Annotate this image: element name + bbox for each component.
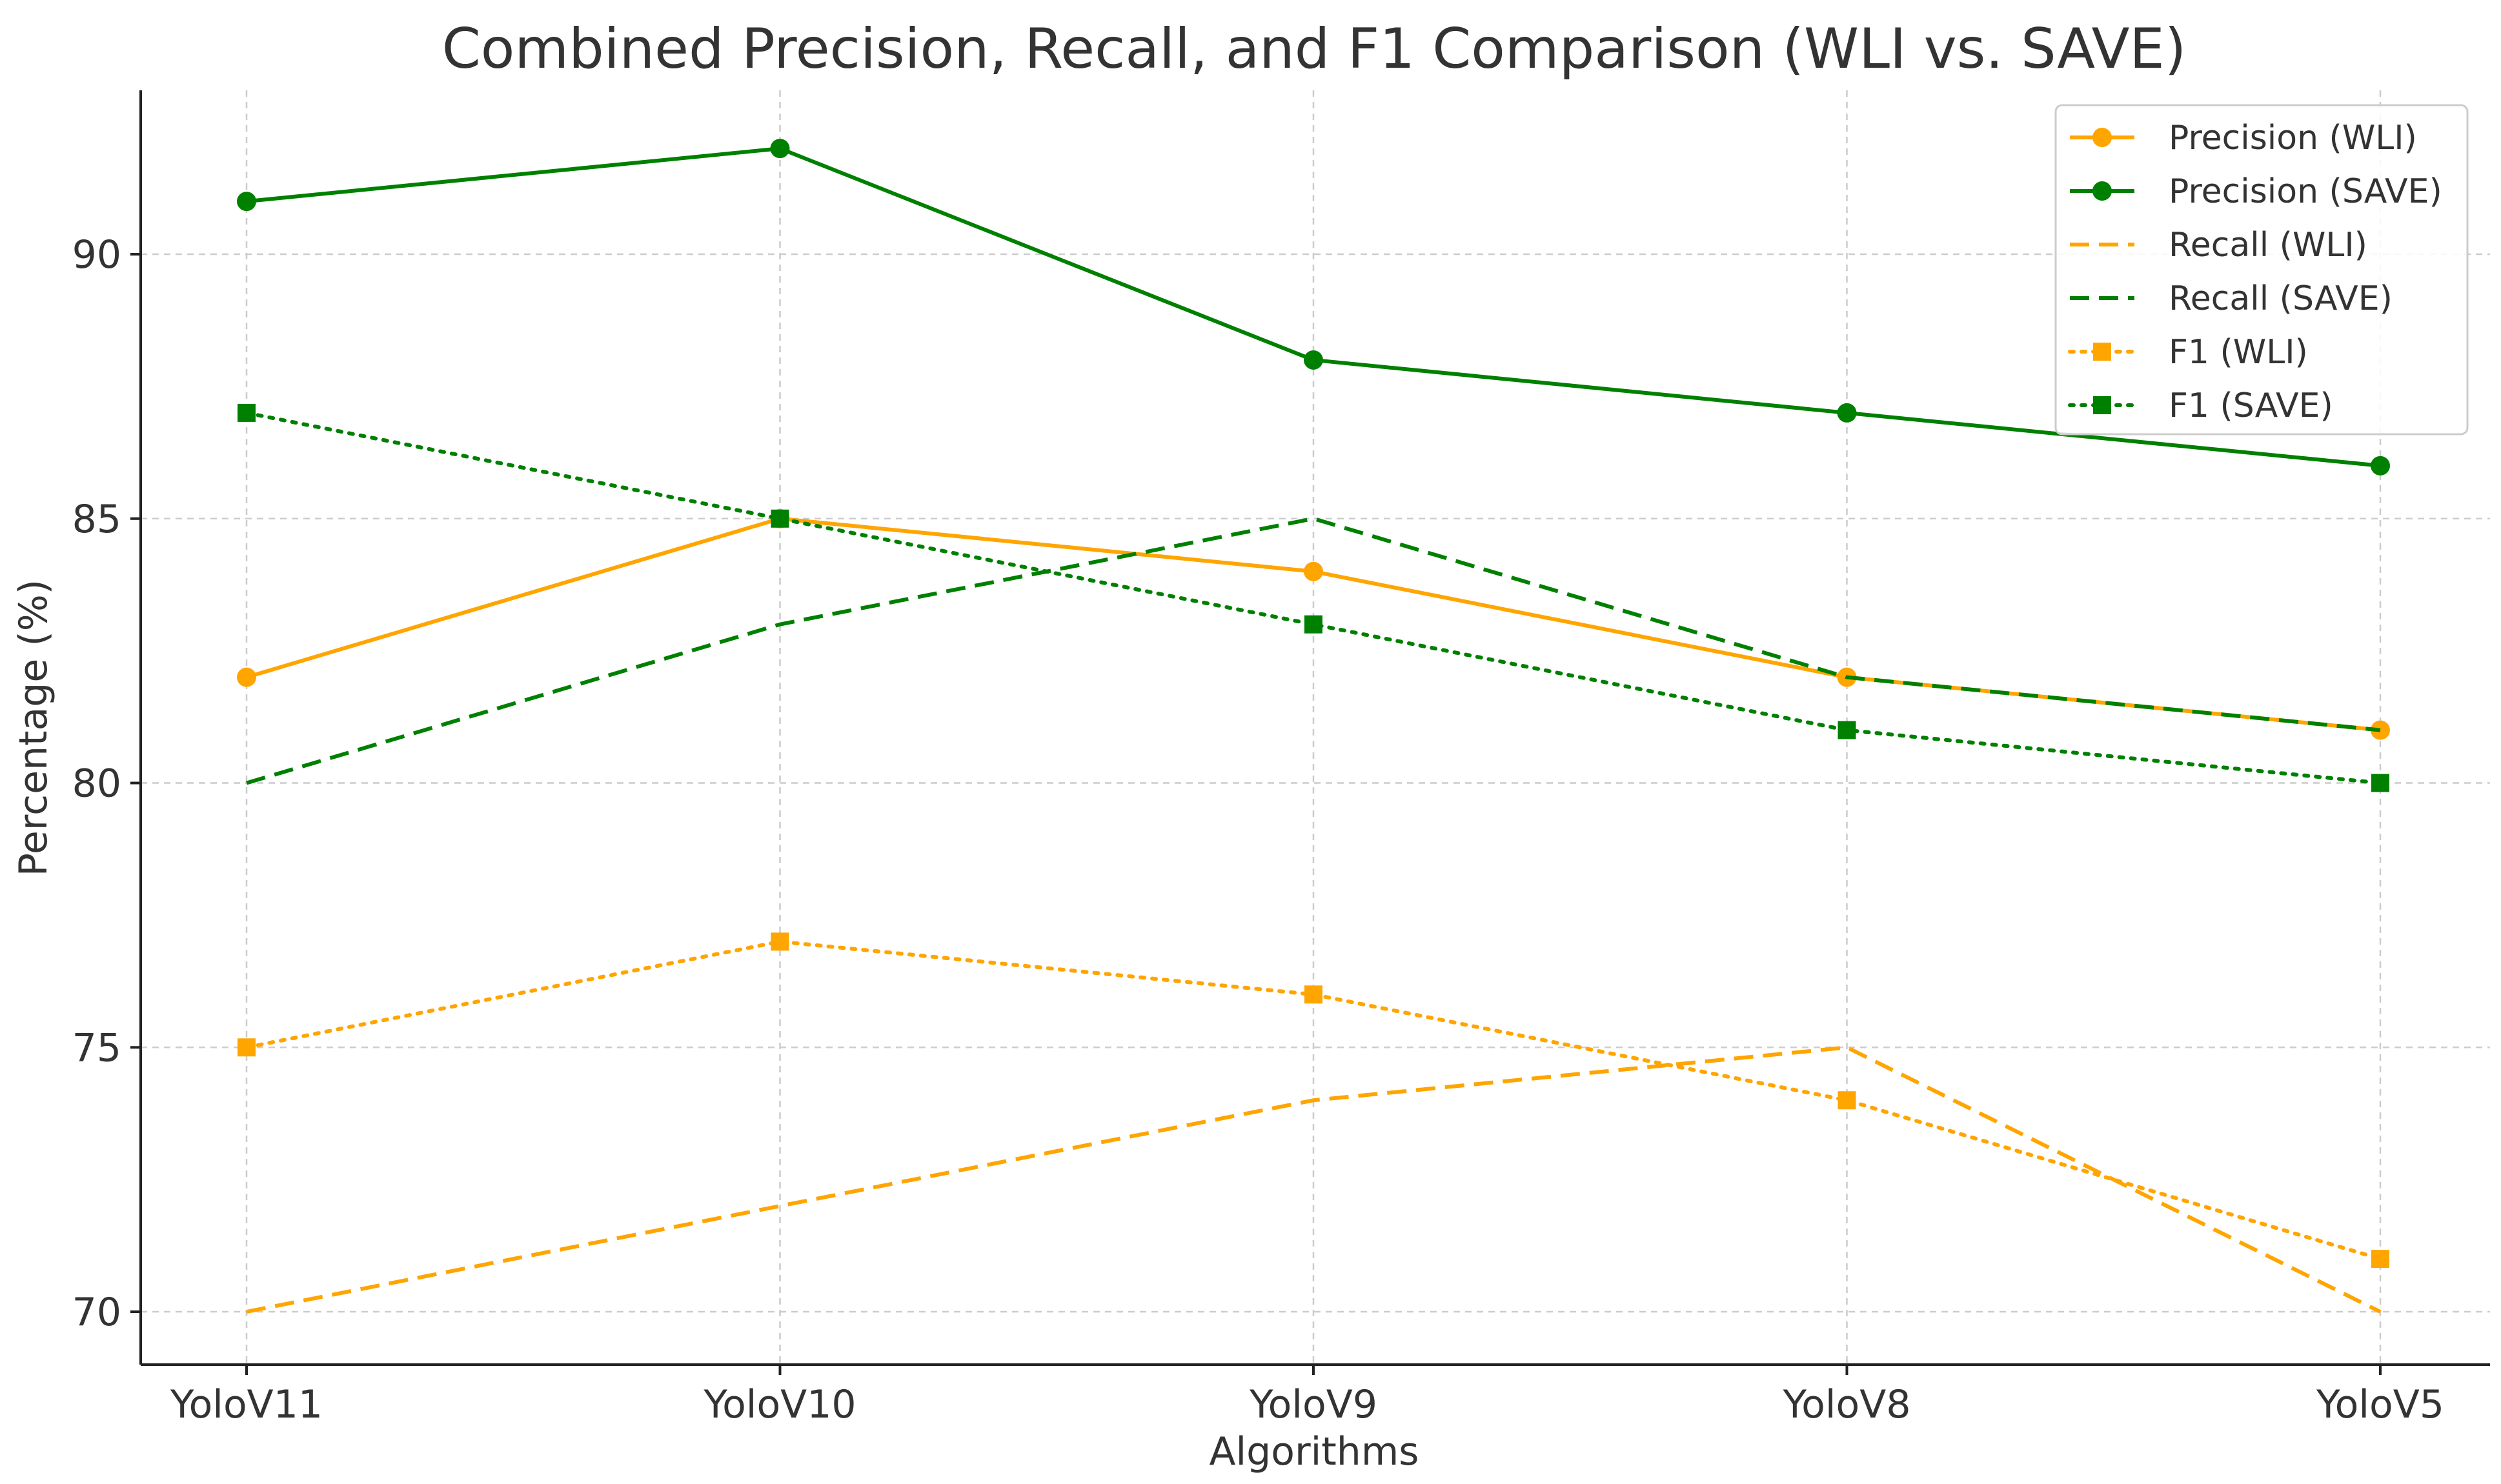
data-point (2371, 1250, 2389, 1268)
x-tick-label: YoloV9 (1249, 1382, 1377, 1427)
data-point (1304, 985, 1322, 1004)
legend: Precision (WLI) Precision (SAVE) Recall (W… (2054, 104, 2469, 436)
legend-item-f1-wli: F1 (WLI) (2068, 333, 2308, 372)
legend-box (2054, 104, 2469, 436)
data-point (1838, 721, 1856, 739)
legend-label: Precision (WLI) (2169, 119, 2417, 157)
legend-marker (2093, 343, 2111, 361)
data-point (1304, 561, 1323, 581)
series-line (246, 1045, 2382, 1314)
y-axis-label: Percentage (%) (11, 579, 56, 876)
data-point (770, 139, 790, 159)
y-tick-label: 70 (72, 1290, 121, 1335)
chart-title: Combined Precision, Recall, and F1 Compa… (442, 17, 2187, 81)
data-point (1837, 403, 1857, 423)
legend-label: Recall (SAVE) (2169, 279, 2393, 318)
data-point (237, 667, 256, 687)
y-tick-label: 90 (72, 232, 121, 277)
series-recall-save (246, 516, 2381, 785)
legend-item-recall-wli: Recall (WLI) (2070, 226, 2367, 265)
data-point (771, 932, 789, 951)
legend-item-f1-save: F1 (SAVE) (2068, 386, 2333, 425)
legend-marker (2093, 396, 2111, 414)
data-point (238, 1038, 256, 1057)
legend-label: F1 (SAVE) (2169, 386, 2333, 425)
y-tick-label: 75 (72, 1025, 121, 1070)
data-point (1304, 350, 1323, 370)
y-tick-label: 85 (72, 497, 121, 542)
axis-ticks: YoloV11 YoloV10 YoloV9 YoloV8 YoloV5 70 75 80 85… (72, 232, 2444, 1427)
data-point (237, 192, 256, 212)
x-tick-label: YoloV8 (1783, 1382, 1911, 1427)
legend-label: Precision (SAVE) (2169, 172, 2442, 211)
series-line (246, 516, 2381, 785)
legend-marker (2092, 181, 2112, 201)
data-point (238, 403, 256, 422)
legend-item-recall-save: Recall (SAVE) (2070, 279, 2393, 318)
legend-item-precision-save: Precision (SAVE) (2070, 172, 2442, 211)
legend-label: F1 (WLI) (2169, 333, 2308, 372)
legend-marker (2092, 128, 2112, 147)
series-f1-wli (238, 932, 2389, 1268)
grid-lines (141, 90, 2490, 1365)
legend-label: Recall (WLI) (2169, 226, 2367, 265)
data-point (1838, 1091, 1856, 1110)
data-point (2371, 774, 2389, 792)
series-recall-wli (246, 1045, 2382, 1314)
data-point (1304, 615, 1322, 634)
x-tick-label: YoloV10 (703, 1382, 856, 1427)
series-f1-save (238, 403, 2389, 792)
data-point (771, 509, 789, 528)
y-tick-label: 80 (72, 761, 121, 807)
axes (139, 90, 2490, 1366)
series-line (245, 410, 2382, 785)
x-tick-label: YoloV11 (170, 1382, 323, 1427)
legend-item-precision-wli: Precision (WLI) (2070, 119, 2417, 157)
x-tick-label: YoloV5 (2316, 1382, 2444, 1427)
x-axis-label: Algorithms (1209, 1429, 1419, 1474)
data-point (2371, 456, 2390, 476)
series-precision-save (237, 139, 2390, 476)
data-series (237, 139, 2390, 1314)
